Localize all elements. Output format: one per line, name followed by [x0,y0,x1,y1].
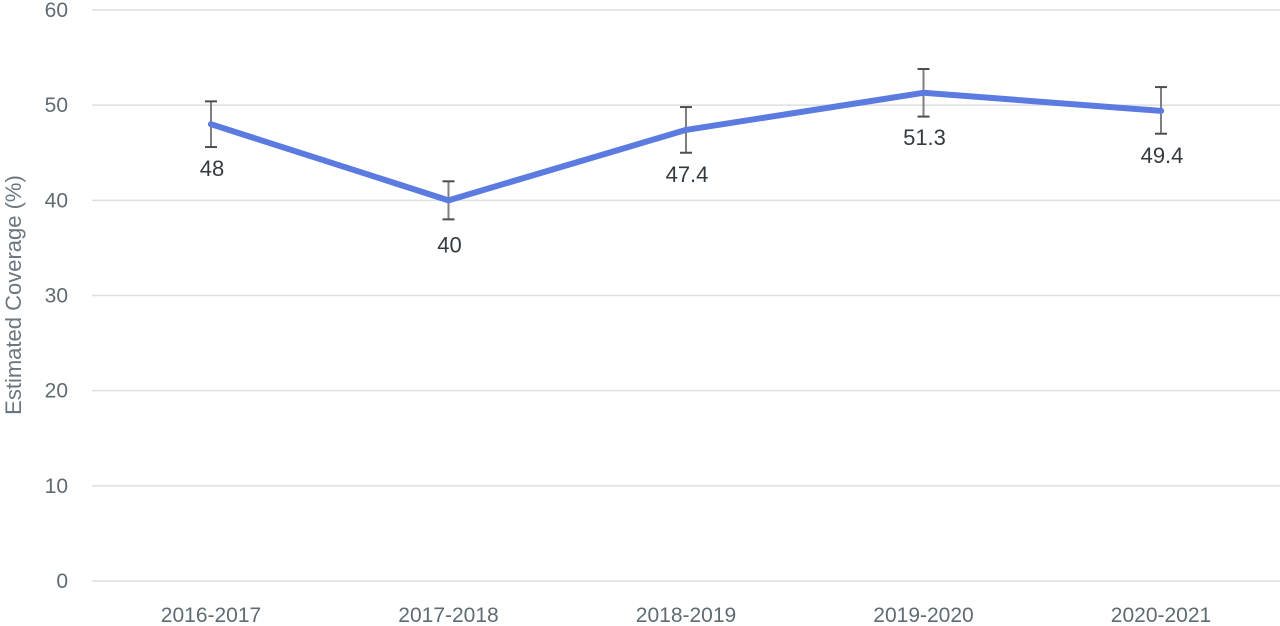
y-axis-label: Estimated Coverage (%) [1,175,26,415]
x-tick-label: 2019-2020 [873,604,973,626]
data-point [683,126,689,133]
y-tick-label: 50 [45,94,68,117]
data-label: 40 [437,232,461,257]
data-label: 48 [200,156,224,181]
data-point [1158,107,1164,114]
x-tick-label: 2017-2018 [398,604,498,626]
x-tick-label: 2020-2021 [1111,604,1211,626]
data-point [920,89,927,96]
data-label: 51.3 [903,125,946,150]
series-line-layer [208,89,1164,204]
y-axis-ticks: 0 10 20 30 40 50 60 [45,0,68,593]
x-axis-ticks: 2016-2017 2017-2018 2018-2019 2019-2020 2020… [161,604,1211,626]
y-tick-label: 0 [56,570,68,593]
x-tick-label: 2018-2019 [636,604,736,626]
y-tick-label: 60 [45,0,68,22]
data-point [445,197,452,204]
data-label: 49.4 [1141,143,1184,168]
error-bars [205,68,1167,221]
gridlines [92,9,1280,582]
data-label: 47.4 [666,162,709,187]
y-tick-label: 40 [45,189,68,212]
x-tick-label: 2016-2017 [161,604,261,626]
y-tick-label: 30 [45,285,68,308]
y-tick-label: 10 [45,475,68,498]
data-labels: 48 40 47.4 51.3 49.4 [200,125,1184,258]
y-tick-label: 20 [45,380,68,403]
data-point [208,121,214,128]
